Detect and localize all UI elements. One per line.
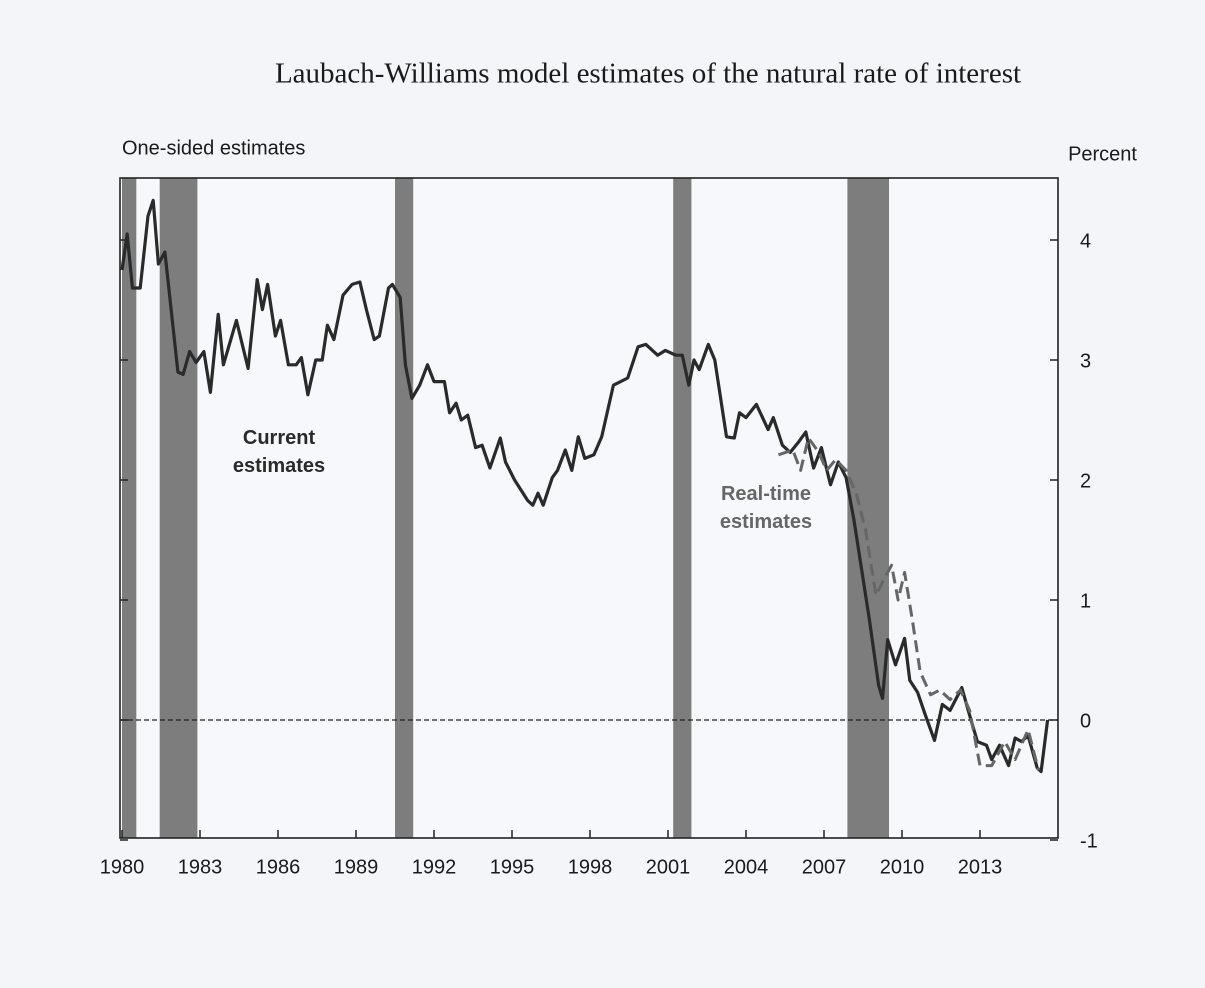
- recession-band: [395, 178, 414, 838]
- y-tick-label: 1: [1080, 590, 1091, 612]
- chart-subtitle: One-sided estimates: [122, 137, 305, 159]
- x-tick-label: 1986: [256, 856, 301, 878]
- y-tick-label: 4: [1080, 230, 1091, 252]
- recession-band: [673, 178, 692, 838]
- y-tick-label: 3: [1080, 350, 1091, 372]
- series-line-dashed: [778, 436, 1040, 771]
- plot-area: [120, 178, 1058, 838]
- x-tick-label: 1980: [100, 856, 145, 878]
- x-tick-label: 2007: [802, 856, 847, 878]
- x-tick-label: 2010: [880, 856, 925, 878]
- y-tick-label: 2: [1080, 470, 1091, 492]
- x-tick-label: 1995: [490, 856, 535, 878]
- x-tick-label: 1992: [412, 856, 457, 878]
- annotation-line: Current: [243, 427, 316, 449]
- x-tick-label: 2004: [724, 856, 769, 878]
- x-tick-label: 1989: [334, 856, 379, 878]
- annotation-line: estimates: [720, 511, 812, 533]
- y-axis-label: Percent: [1068, 143, 1137, 165]
- series-line: [120, 198, 1050, 774]
- y-tick-label: -1: [1080, 830, 1098, 852]
- plot-frame: [119, 177, 1059, 839]
- x-tick-label: 2001: [646, 856, 691, 878]
- x-tick-label: 2013: [958, 856, 1003, 878]
- x-tick-label: 1998: [568, 856, 613, 878]
- annotation-line: Real-time: [721, 483, 811, 505]
- y-tick-label: 0: [1080, 710, 1091, 732]
- annotation: Real-time estimates: [720, 483, 812, 533]
- chart-title: Laubach-Williams model estimates of the …: [275, 58, 1021, 90]
- annotation-line: estimates: [233, 455, 325, 477]
- recession-band: [847, 178, 889, 838]
- annotation: Current estimates: [233, 427, 325, 477]
- recession-band: [122, 178, 137, 838]
- recession-band: [159, 178, 198, 838]
- x-tick-label: 1983: [178, 856, 223, 878]
